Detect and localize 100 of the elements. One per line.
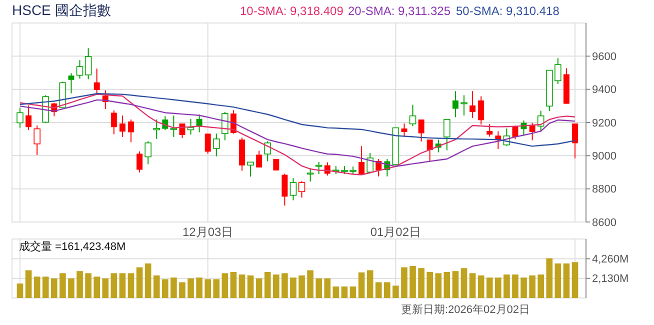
bar	[512, 274, 518, 298]
bar	[572, 262, 578, 298]
bar	[520, 278, 527, 298]
candlestick	[26, 104, 32, 131]
bar	[563, 263, 570, 298]
bar	[324, 278, 331, 298]
bar	[94, 276, 100, 298]
candlestick	[94, 68, 100, 95]
bar	[307, 270, 314, 298]
bar	[256, 278, 262, 298]
bar	[128, 273, 134, 298]
y-tick-label: 9000	[592, 150, 616, 163]
candlestick	[34, 124, 40, 156]
bar	[332, 286, 340, 298]
bar	[546, 258, 553, 298]
bar	[25, 270, 32, 298]
candlestick	[153, 119, 160, 140]
candlestick	[68, 72, 74, 94]
bar	[392, 286, 399, 298]
text: 20-SMA: 9,311.325	[348, 4, 451, 18]
x-tick-label: 12月03日	[182, 225, 234, 239]
candlestick	[298, 180, 306, 198]
candlestick	[196, 114, 202, 133]
candlestick	[478, 96, 484, 125]
bar	[196, 278, 202, 298]
candlestick	[401, 122, 408, 137]
bar	[444, 272, 450, 298]
bar	[153, 275, 160, 298]
bar	[102, 278, 109, 298]
bar	[272, 274, 280, 298]
bar	[452, 271, 459, 298]
bar	[529, 275, 536, 298]
bar	[358, 272, 365, 298]
bar	[76, 271, 83, 298]
candlestick	[418, 119, 424, 142]
bar	[375, 282, 382, 298]
chart-title: 成交量 =161,423.48M	[19, 240, 126, 253]
bar	[42, 276, 49, 298]
y-tick-label: 8800	[592, 184, 616, 196]
bar	[435, 273, 442, 298]
bar	[504, 274, 510, 298]
candlestick	[409, 104, 416, 127]
candlestick	[256, 150, 262, 168]
bar	[179, 282, 186, 298]
candlestick	[212, 133, 220, 157]
bar	[60, 273, 66, 298]
bar	[230, 272, 237, 298]
bar	[418, 268, 424, 298]
bar	[494, 278, 502, 298]
candlestick	[529, 122, 536, 141]
bar	[426, 272, 434, 298]
bar	[298, 275, 305, 298]
y-tick-label: 9600	[592, 51, 616, 64]
text: 更新日期:2026年02月02日	[401, 303, 530, 316]
bar	[247, 275, 254, 298]
bar	[366, 270, 374, 298]
text: 10-SMA: 9,318.409	[240, 4, 344, 18]
candlestick	[16, 107, 24, 128]
candlestick	[358, 146, 365, 176]
candlestick	[84, 48, 92, 80]
y-tick-label: 4,260M	[592, 254, 629, 266]
candlestick	[572, 122, 578, 159]
y-tick-label: 9200	[592, 117, 616, 130]
bar	[469, 273, 476, 298]
bar	[170, 278, 177, 298]
bar	[538, 274, 544, 298]
candlestick	[290, 178, 297, 201]
candlestick	[119, 115, 126, 138]
y-tick-label: 9400	[592, 84, 616, 96]
candlestick	[144, 140, 152, 165]
bar	[290, 278, 296, 298]
candlestick	[444, 119, 450, 151]
text: 50-SMA: 9,310.418	[456, 4, 560, 18]
bar	[554, 263, 562, 298]
y-tick-label: 2,130M	[592, 273, 629, 286]
chart-title: HSCE 國企指數	[12, 2, 111, 18]
bar	[350, 286, 356, 298]
candlestick	[76, 60, 84, 80]
candlestick	[247, 162, 254, 178]
bar	[486, 278, 493, 298]
bar	[188, 278, 194, 298]
bar	[16, 284, 24, 298]
bar	[401, 267, 408, 298]
x-tick-label: 01月02日	[370, 225, 422, 239]
candlestick	[426, 139, 433, 162]
candlestick	[128, 119, 134, 143]
bar	[460, 268, 468, 298]
bar	[110, 273, 118, 298]
bar	[68, 278, 74, 298]
candlestick	[452, 90, 458, 118]
bar	[222, 273, 228, 298]
bar	[85, 273, 92, 298]
line-series	[19, 94, 576, 176]
bar	[213, 279, 220, 298]
bar	[341, 286, 348, 298]
bar	[34, 276, 40, 298]
candlestick	[222, 111, 228, 141]
bar	[316, 278, 322, 298]
candlestick	[136, 150, 143, 173]
bar	[410, 266, 416, 298]
